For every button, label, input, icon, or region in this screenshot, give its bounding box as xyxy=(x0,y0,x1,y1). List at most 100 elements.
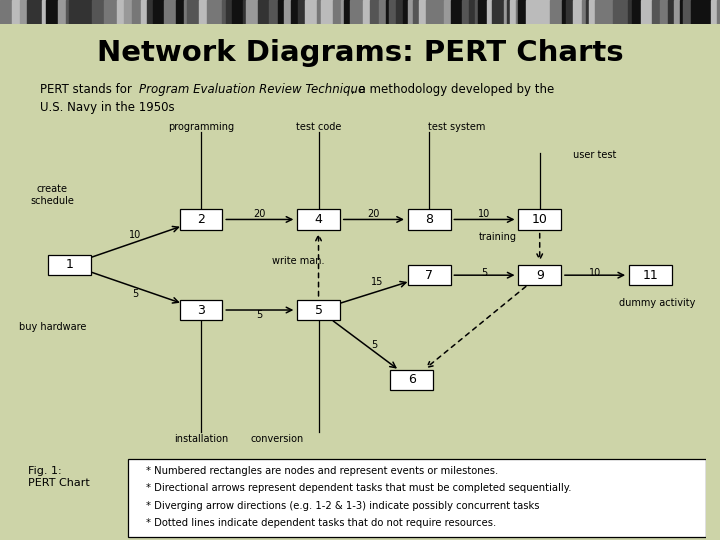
Text: write man.: write man. xyxy=(271,256,324,266)
Bar xyxy=(628,0,632,24)
Bar xyxy=(350,0,354,24)
Bar xyxy=(641,0,652,24)
Bar xyxy=(507,0,510,24)
Bar xyxy=(379,0,386,24)
Bar xyxy=(516,0,518,24)
Bar xyxy=(492,0,504,24)
Bar xyxy=(124,0,132,24)
Bar xyxy=(668,0,674,24)
Bar xyxy=(39,0,42,24)
Bar xyxy=(396,0,403,24)
Text: U.S. Navy in the 1950s: U.S. Navy in the 1950s xyxy=(40,102,174,114)
Text: installation: installation xyxy=(174,434,228,444)
Bar xyxy=(243,0,246,24)
Bar xyxy=(683,0,691,24)
Bar xyxy=(341,0,344,24)
Bar xyxy=(164,0,176,24)
Bar xyxy=(543,0,550,24)
Text: , a methodology developed by the: , a methodology developed by the xyxy=(351,83,554,96)
Bar xyxy=(278,0,284,24)
Bar xyxy=(305,0,317,24)
Bar xyxy=(147,0,153,24)
Text: 6: 6 xyxy=(408,373,415,386)
Bar xyxy=(582,0,586,24)
FancyBboxPatch shape xyxy=(408,265,451,285)
FancyBboxPatch shape xyxy=(518,265,561,285)
Bar xyxy=(141,0,147,24)
Bar xyxy=(12,0,20,24)
Bar xyxy=(46,0,58,24)
Bar xyxy=(717,0,720,24)
Bar xyxy=(711,0,717,24)
Bar xyxy=(246,0,258,24)
Bar xyxy=(187,0,199,24)
Bar xyxy=(403,0,408,24)
Text: 5: 5 xyxy=(371,340,377,350)
Bar xyxy=(595,0,606,24)
Text: 20: 20 xyxy=(368,209,380,219)
Bar xyxy=(550,0,562,24)
Bar xyxy=(291,0,298,24)
Bar xyxy=(78,0,84,24)
Bar xyxy=(518,0,526,24)
Bar xyxy=(333,0,341,24)
Bar xyxy=(586,0,589,24)
Bar xyxy=(222,0,226,24)
Text: 1: 1 xyxy=(66,258,73,271)
Bar xyxy=(363,0,370,24)
Bar xyxy=(537,0,543,24)
Bar xyxy=(616,0,628,24)
Bar xyxy=(58,0,63,24)
Bar xyxy=(660,0,668,24)
Bar xyxy=(573,0,582,24)
Text: 5: 5 xyxy=(481,268,487,279)
Bar xyxy=(20,0,27,24)
Bar xyxy=(674,0,680,24)
Bar xyxy=(232,0,243,24)
Text: 4: 4 xyxy=(315,213,323,226)
Bar xyxy=(321,0,333,24)
Text: programming: programming xyxy=(168,122,234,132)
FancyBboxPatch shape xyxy=(48,255,91,275)
Text: conversion: conversion xyxy=(251,434,304,444)
Bar xyxy=(132,0,141,24)
Bar xyxy=(504,0,507,24)
Text: 5: 5 xyxy=(315,303,323,316)
FancyBboxPatch shape xyxy=(179,300,222,320)
Text: 5: 5 xyxy=(256,310,263,320)
Text: Network Diagrams: PERT Charts: Network Diagrams: PERT Charts xyxy=(96,39,624,68)
Text: test code: test code xyxy=(296,122,341,132)
Bar xyxy=(317,0,321,24)
Text: user test: user test xyxy=(573,150,617,160)
Bar xyxy=(462,0,469,24)
Text: 2: 2 xyxy=(197,213,205,226)
Bar xyxy=(438,0,444,24)
Text: buy hardware: buy hardware xyxy=(19,322,86,333)
Bar xyxy=(298,0,305,24)
Text: Program Evaluation Review Technique: Program Evaluation Review Technique xyxy=(139,83,365,96)
FancyBboxPatch shape xyxy=(128,459,706,537)
FancyBboxPatch shape xyxy=(390,369,433,390)
Text: 10: 10 xyxy=(478,209,490,219)
Text: * Diverging arrow directions (e.g. 1-2 & 1-3) indicate possibly concurrent tasks: * Diverging arrow directions (e.g. 1-2 &… xyxy=(145,501,539,511)
Bar xyxy=(487,0,492,24)
Bar xyxy=(207,0,216,24)
FancyBboxPatch shape xyxy=(179,210,222,230)
Text: * Dotted lines indicate dependent tasks that do not require resources.: * Dotted lines indicate dependent tasks … xyxy=(145,518,496,528)
Text: 10: 10 xyxy=(589,268,601,279)
Bar xyxy=(652,0,660,24)
Bar xyxy=(344,0,350,24)
Bar xyxy=(216,0,222,24)
Text: * Numbered rectangles are nodes and represent events or milestones.: * Numbered rectangles are nodes and repr… xyxy=(145,465,498,476)
Bar xyxy=(451,0,462,24)
Bar xyxy=(69,0,78,24)
Bar xyxy=(226,0,232,24)
Bar xyxy=(199,0,207,24)
Bar xyxy=(153,0,164,24)
Bar xyxy=(606,0,613,24)
Bar xyxy=(419,0,426,24)
Text: 11: 11 xyxy=(642,269,658,282)
Text: 10: 10 xyxy=(129,230,142,240)
Bar xyxy=(84,0,92,24)
Bar xyxy=(426,0,432,24)
